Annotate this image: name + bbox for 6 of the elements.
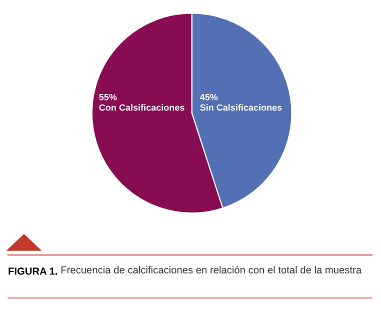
slice-label: Sin Calsificaciones xyxy=(200,104,282,111)
slice-label: Con Calsificaciones xyxy=(99,104,184,111)
data-label: 45% xyxy=(200,94,218,100)
text: FIGURA 1. xyxy=(8,268,58,275)
data-label: 55% xyxy=(99,94,117,100)
text: Frecuencia de calcificaciones en relación con el total de la muestra xyxy=(61,266,362,274)
